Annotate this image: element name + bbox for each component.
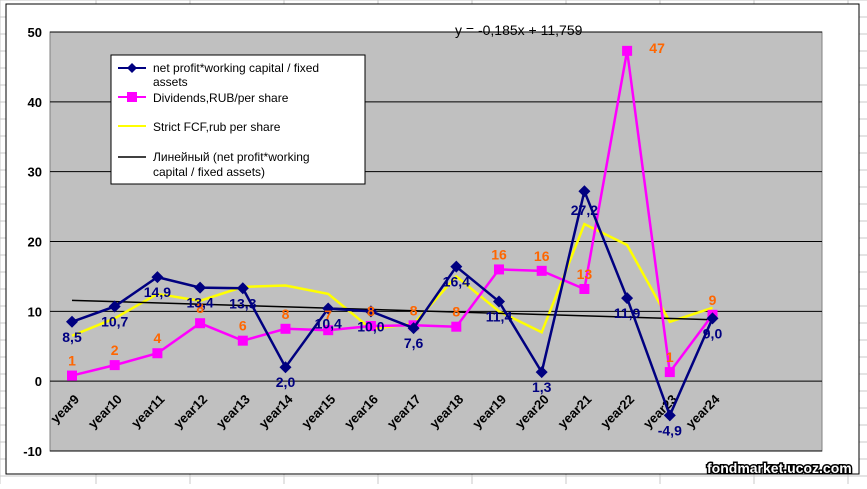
marker-net-profit [236,282,249,295]
legend-label-dividends: Dividends,RUB/per share [153,91,289,105]
data-label-net-profit: 13,3 [229,295,256,311]
data-label-dividends: 6 [239,318,247,334]
watermark: fondmarket.ucoz.com fondmarket.ucoz.com [706,459,854,478]
data-label-dividends: 13 [577,266,593,282]
marker-dividends [195,318,206,329]
marker-dividends [109,360,120,371]
legend-marker-square-icon [127,92,137,102]
data-label-net-profit: 11,4 [486,309,513,325]
y-tick-label: 10 [28,304,42,319]
data-label-net-profit: 8,5 [62,329,82,345]
marker-dividends [536,265,547,276]
marker-net-profit [663,409,676,422]
data-label-dividends: 8 [196,300,204,316]
data-labels-layer: 1 2 4 8 6 8 7 8 8 8 16 16 13 47 1 9 8,5 10,7 14,9 13,4 13,3 2… [62,40,722,439]
y-tick-label: 30 [28,165,42,180]
marker-dividends [152,348,163,359]
marker-net-profit [279,361,292,374]
legend-item-trend: Линейный (net profit*working capital / f… [118,150,313,179]
data-label-dividends: 7 [324,307,332,323]
data-label-dividends: 8 [410,302,418,318]
legend-label-trend-line2: capital / fixed assets) [153,165,265,179]
data-label-net-profit: 2,0 [276,374,296,390]
marker-dividends [494,264,504,275]
data-label-net-profit: 13,4 [186,295,213,311]
legend-item-dividends: Dividends,RUB/per share [118,91,289,105]
series-layer [66,45,719,422]
data-label-dividends: 8 [452,304,460,320]
data-label-net-profit: 10,0 [357,318,384,334]
legend-label-trend: Линейный (net profit*working capital / f… [153,150,313,179]
data-label-net-profit: 14,9 [144,284,171,300]
marker-dividends [451,321,462,332]
data-label-net-profit: 16,4 [443,274,470,290]
data-label-dividends: 47 [649,40,665,56]
data-label-dividends: 9 [709,292,717,308]
trend-equation: y = -0,185x + 11,759 [455,22,583,38]
marker-dividends [237,335,248,346]
data-label-dividends: 8 [282,306,290,322]
y-tick-label: -10 [23,444,42,459]
marker-dividends [365,320,376,331]
marker-net-profit [621,292,634,305]
data-label-dividends: 8 [367,303,375,319]
y-tick-label: 40 [28,95,42,110]
data-label-net-profit: 9,0 [703,325,723,341]
legend-item-net-profit: net profit*working capital / fixed asset… [118,61,322,89]
marker-net-profit [706,312,719,325]
marker-dividends [622,45,633,56]
data-label-net-profit: 7,6 [404,335,424,351]
marker-net-profit [108,300,121,313]
legend-label-net-profit: net profit*working capital / fixed asset… [153,61,322,89]
marker-net-profit [493,295,505,308]
data-label-dividends: 2 [111,342,119,358]
data-label-net-profit: 11,9 [614,305,641,321]
legend-label-net-profit-line2: assets [153,75,188,89]
data-label-dividends: 16 [534,248,550,264]
marker-dividends [664,367,675,378]
legend-marker-diamond-icon [127,63,137,73]
watermark-shadow: fondmarket.ucoz.com [707,460,852,476]
data-label-net-profit: 10,7 [101,313,128,329]
marker-dividends [579,283,590,294]
marker-dividends [323,325,334,336]
series-line-net-profit [71,187,714,419]
series-line-trend [71,299,713,321]
legend-label-trend-line1: Линейный (net profit*working [153,150,310,164]
y-axis-tick-labels: 50 40 30 20 10 0 -10 [23,25,42,459]
legend-box [110,54,366,185]
data-label-dividends: 1 [68,353,76,369]
marker-net-profit [322,302,335,315]
legend-label-fcf: Strict FCF,rub per share [153,120,281,134]
marker-net-profit [578,185,591,198]
marker-net-profit [151,271,164,284]
marker-net-profit [364,305,377,318]
marker-net-profit [66,315,78,328]
legend-item-fcf: Strict FCF,rub per share [118,120,281,134]
series-line-dividends [71,50,714,377]
y-tick-label: 50 [28,25,42,40]
data-label-dividends: 16 [491,246,507,262]
data-label-net-profit: 1,3 [532,379,552,395]
legend-label-net-profit-line1: net profit*working capital / fixed [153,61,319,75]
y-tick-label: 0 [35,374,42,389]
data-label-dividends: 1 [666,349,674,365]
marker-net-profit [450,260,463,273]
watermark-text: fondmarket.ucoz.com [707,460,852,476]
data-label-net-profit: -4,9 [658,422,682,438]
marker-net-profit [407,322,420,335]
data-label-net-profit: 27,2 [571,202,598,218]
y-tick-label: 20 [28,235,42,250]
legend: net profit*working capital / fixed asset… [110,54,366,185]
marker-dividends [67,370,77,381]
data-label-net-profit: 10,4 [315,316,342,332]
marker-net-profit [194,281,207,294]
marker-dividends [280,323,291,334]
marker-net-profit [535,366,548,379]
data-label-dividends: 4 [154,330,162,346]
